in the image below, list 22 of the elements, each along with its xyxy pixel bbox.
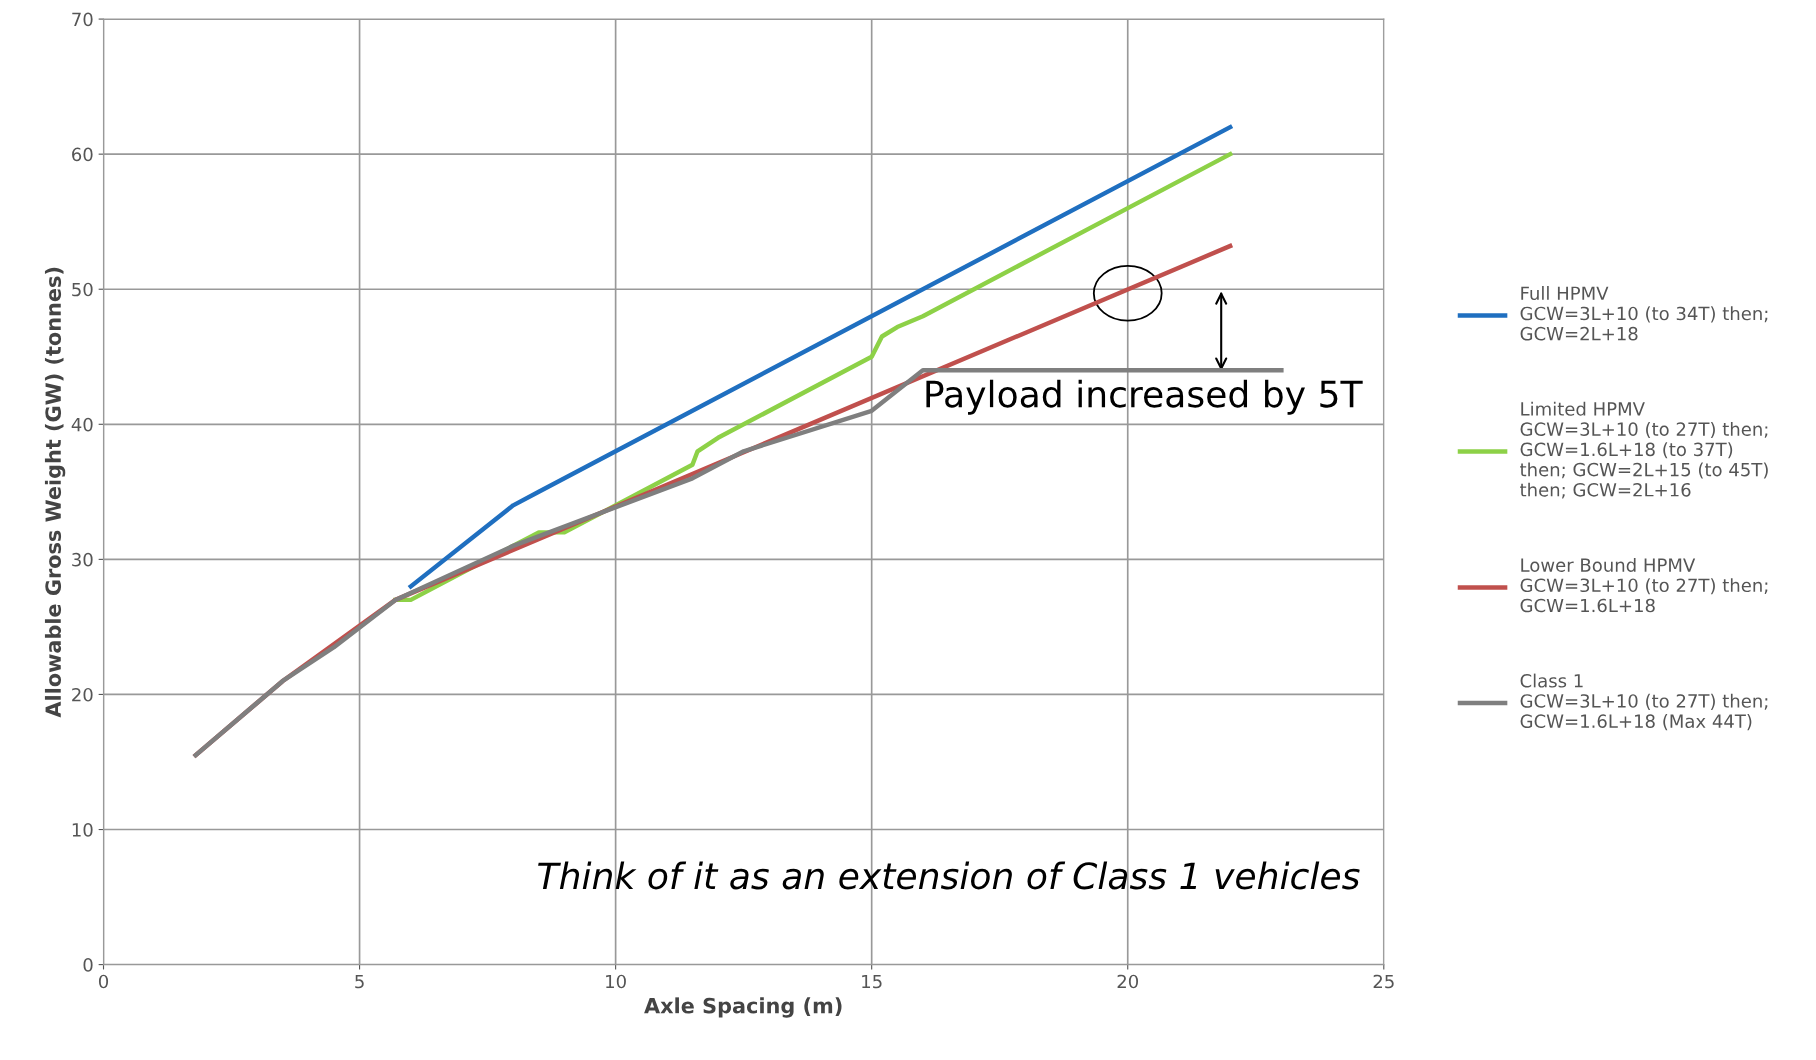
y-tick-label: 50 [72,282,93,297]
x-tick-label: 25 [1373,974,1394,989]
x-tick-label: 10 [606,974,626,989]
x-tick-label: 5 [355,974,364,989]
annotation: Think of it as an extension of Class 1 vehicles [538,861,1360,890]
y-tick-label: 20 [72,687,93,702]
y-tick-label: 40 [71,417,93,432]
x-tick-label: 15 [862,974,882,989]
y-tick-label: 10 [72,822,93,837]
legend-label: Class 1 GCW=3L+10 (to 27T) then; GCW=1.6L+18 (Max 44T) [1520,673,1768,731]
legend-label: Full HPMV GCW=3L+10 (to 34T) then; GCW=2L+18 [1520,286,1768,341]
y-axis-title: Allowable Gross Weight (GW) (tonnes) [44,267,66,718]
legend-label: Limited HPMV GCW=3L+10 (to 27T) then; GCW=1.6L+18 (to 37T) then; GCW=2L+15 (to 45T) then; GCW=2L+16 [1520,401,1768,499]
x-axis-title: Axle Spacing (m) [644,997,842,1018]
x-tick-label: 0 [98,974,109,989]
x-tick-label: 20 [1117,974,1139,989]
y-tick-label: 70 [72,12,93,27]
legend-label: Lower Bound HPMV GCW=3L+10 (to 27T) then; GCW=1.6L+18 [1520,557,1768,613]
annotation: Payload increased by 5T [926,379,1363,415]
y-tick-label: 30 [72,552,93,567]
y-tick-label: 0 [83,958,93,972]
y-tick-label: 60 [72,147,93,162]
